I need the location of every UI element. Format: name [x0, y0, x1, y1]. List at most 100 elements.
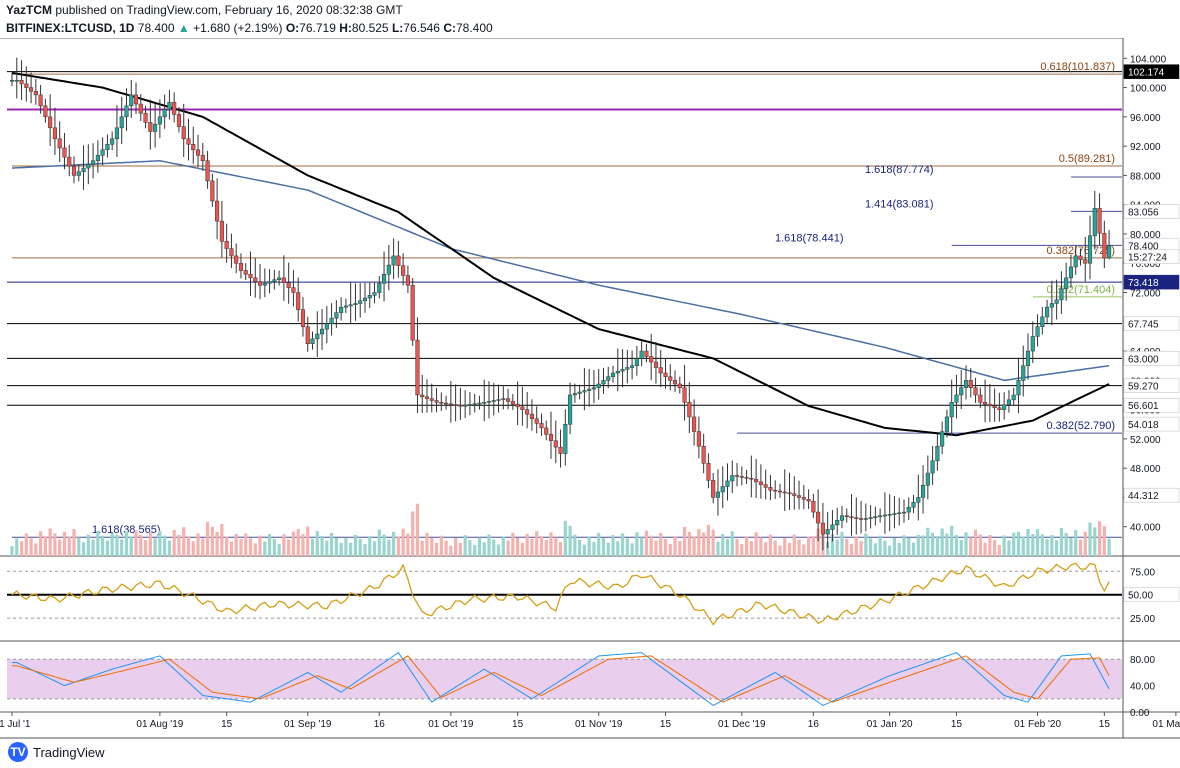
candle-body	[396, 255, 401, 266]
ohlc-legend: BITFINEX:LTCUSD, 1D 78.400 ▲ +1.680 (+2.…	[6, 21, 493, 35]
volume-bar	[1055, 540, 1059, 556]
candle-body	[114, 127, 119, 140]
candle-body	[172, 101, 177, 115]
volume-bar	[654, 540, 658, 556]
volume-bar	[759, 537, 763, 556]
volume-bar	[458, 542, 462, 556]
volume-bar	[186, 536, 191, 556]
volume-bar	[482, 542, 486, 556]
candle-body	[129, 94, 134, 107]
price-badge-label: 59.270	[1128, 382, 1159, 393]
volume-bar	[902, 535, 906, 556]
volume-bar	[926, 527, 930, 556]
candle-body	[811, 500, 816, 513]
candle-body	[210, 180, 215, 202]
volume-bar	[153, 538, 157, 556]
candle-body	[506, 398, 511, 402]
volume-bar	[387, 539, 391, 556]
candle-body	[186, 138, 191, 145]
candle-body	[906, 506, 911, 513]
volume-bar	[439, 535, 443, 556]
volume-bar	[463, 535, 467, 556]
volume-bar	[58, 539, 62, 556]
volume-bar	[1007, 540, 1011, 556]
candle-body	[191, 144, 196, 151]
volume-bar	[310, 538, 315, 556]
candle-body	[224, 241, 229, 249]
volume-bar	[344, 537, 348, 556]
candle-body	[296, 292, 301, 310]
candle-body	[801, 497, 806, 500]
volume-bar	[725, 538, 730, 556]
volume-bar	[840, 531, 844, 556]
volume-bar	[382, 534, 386, 556]
volume-bar	[835, 539, 839, 556]
candle-body	[563, 424, 568, 454]
candle-body	[238, 262, 244, 271]
candle-body	[921, 484, 926, 498]
price-badge-label: 56.601	[1128, 401, 1159, 412]
price-tick-label: 76.000	[1130, 259, 1161, 270]
candle-body	[467, 404, 472, 406]
volume-bar	[935, 536, 939, 556]
volume-bar	[363, 543, 367, 556]
candle-body	[429, 398, 434, 401]
candle-body	[672, 380, 678, 385]
volume-bar	[597, 532, 601, 556]
candle-body	[606, 376, 611, 381]
volume-bar	[392, 531, 396, 556]
volume-bar	[511, 532, 515, 556]
volume-bar	[248, 538, 253, 556]
price-badge-label: 63.000	[1128, 354, 1159, 365]
volume-bar	[287, 539, 291, 556]
volume-bar	[124, 531, 129, 556]
candle-body	[14, 80, 19, 82]
candle-body	[615, 370, 620, 374]
price-badge-label: 67.745	[1128, 320, 1159, 331]
volume-bar	[72, 529, 76, 556]
last-price: 78.400	[137, 21, 175, 35]
volume-bar	[77, 537, 81, 556]
volume-bar	[115, 534, 119, 556]
volume-bar	[454, 537, 458, 556]
volume-bar	[415, 503, 420, 556]
candle-body	[248, 273, 253, 279]
volume-bar	[873, 543, 877, 556]
candle-body	[854, 517, 859, 519]
volume-bar	[568, 525, 572, 556]
volume-bar	[516, 537, 520, 556]
candle-body	[372, 292, 377, 296]
price-badge	[1123, 249, 1180, 264]
candle-body	[529, 413, 534, 420]
volume-bar	[845, 538, 849, 556]
volume-bar	[353, 534, 358, 556]
candle-body	[882, 514, 887, 517]
volume-bar	[29, 538, 33, 556]
volume-bar	[1031, 534, 1035, 556]
volume-bar	[253, 543, 257, 556]
volume-bar	[883, 540, 887, 556]
volume-bar	[43, 536, 47, 556]
volume-bar	[177, 534, 181, 556]
published-text: published on TradingView.com, February 1…	[55, 3, 403, 17]
time-tick-label: 16	[374, 719, 386, 730]
candle-body	[110, 138, 115, 145]
candle-body	[401, 265, 406, 276]
tradingview-logo[interactable]: TV TradingView	[8, 742, 105, 762]
candle-body	[830, 524, 835, 530]
candle-body	[1040, 316, 1045, 327]
symbol-label[interactable]: BITFINEX:LTCUSD, 1D	[6, 21, 135, 35]
volume-bar	[444, 540, 448, 556]
volume-bar	[234, 534, 238, 556]
candle-body	[835, 520, 840, 526]
chart-top-border	[0, 38, 1180, 39]
volume-bar	[167, 540, 172, 556]
volume-bar	[573, 534, 577, 556]
volume-bar	[678, 541, 682, 556]
volume-bar	[19, 541, 24, 556]
fib-level-label: 1.618(38.565)	[92, 524, 161, 536]
candle-body	[277, 277, 282, 280]
author-name[interactable]: YazTCM	[6, 3, 53, 17]
volume-bar	[492, 539, 496, 556]
